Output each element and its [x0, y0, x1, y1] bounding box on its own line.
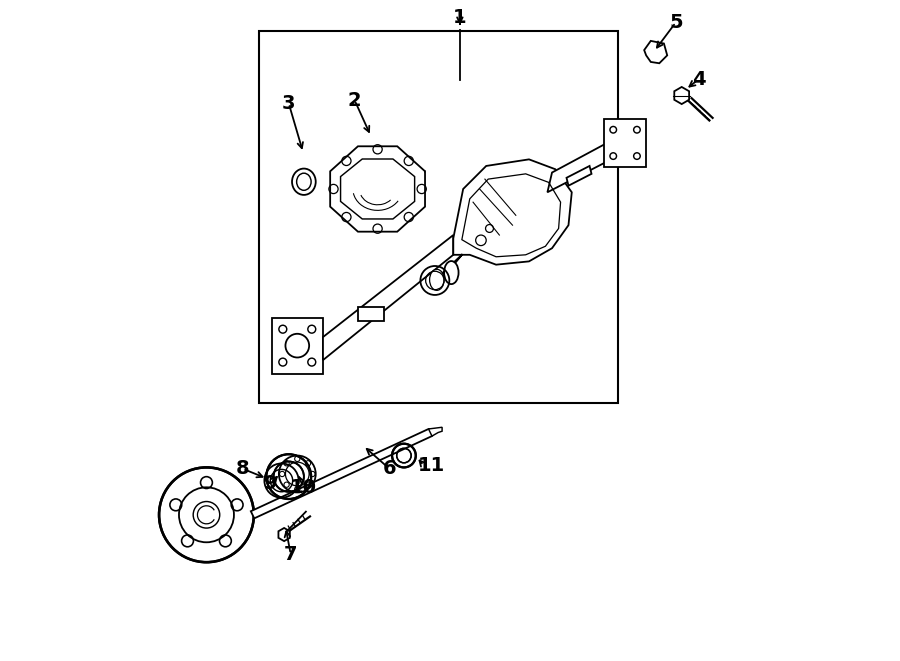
Polygon shape — [674, 87, 689, 104]
Ellipse shape — [444, 261, 459, 284]
Text: 6: 6 — [382, 459, 396, 478]
Text: 7: 7 — [284, 545, 298, 564]
Polygon shape — [330, 146, 425, 231]
Text: 5: 5 — [669, 13, 682, 32]
Polygon shape — [278, 528, 290, 541]
Text: 1: 1 — [453, 9, 467, 27]
Circle shape — [266, 454, 311, 499]
Text: 4: 4 — [692, 69, 706, 89]
Polygon shape — [547, 139, 613, 192]
Text: 11: 11 — [418, 456, 446, 475]
Circle shape — [160, 469, 252, 561]
Polygon shape — [434, 254, 463, 283]
Polygon shape — [644, 41, 667, 63]
Text: 10: 10 — [290, 478, 317, 496]
Bar — [259, 31, 617, 403]
Bar — [272, 318, 323, 373]
Polygon shape — [428, 427, 442, 436]
Polygon shape — [323, 235, 454, 360]
Polygon shape — [454, 159, 572, 264]
Polygon shape — [358, 307, 384, 321]
Polygon shape — [566, 166, 591, 186]
Circle shape — [392, 444, 416, 467]
Text: 3: 3 — [282, 94, 295, 113]
Text: 2: 2 — [347, 91, 362, 110]
Text: 8: 8 — [236, 459, 249, 478]
Ellipse shape — [429, 269, 444, 290]
Ellipse shape — [292, 169, 316, 195]
Bar — [604, 119, 646, 167]
Text: 9: 9 — [265, 474, 278, 492]
Polygon shape — [251, 429, 438, 518]
